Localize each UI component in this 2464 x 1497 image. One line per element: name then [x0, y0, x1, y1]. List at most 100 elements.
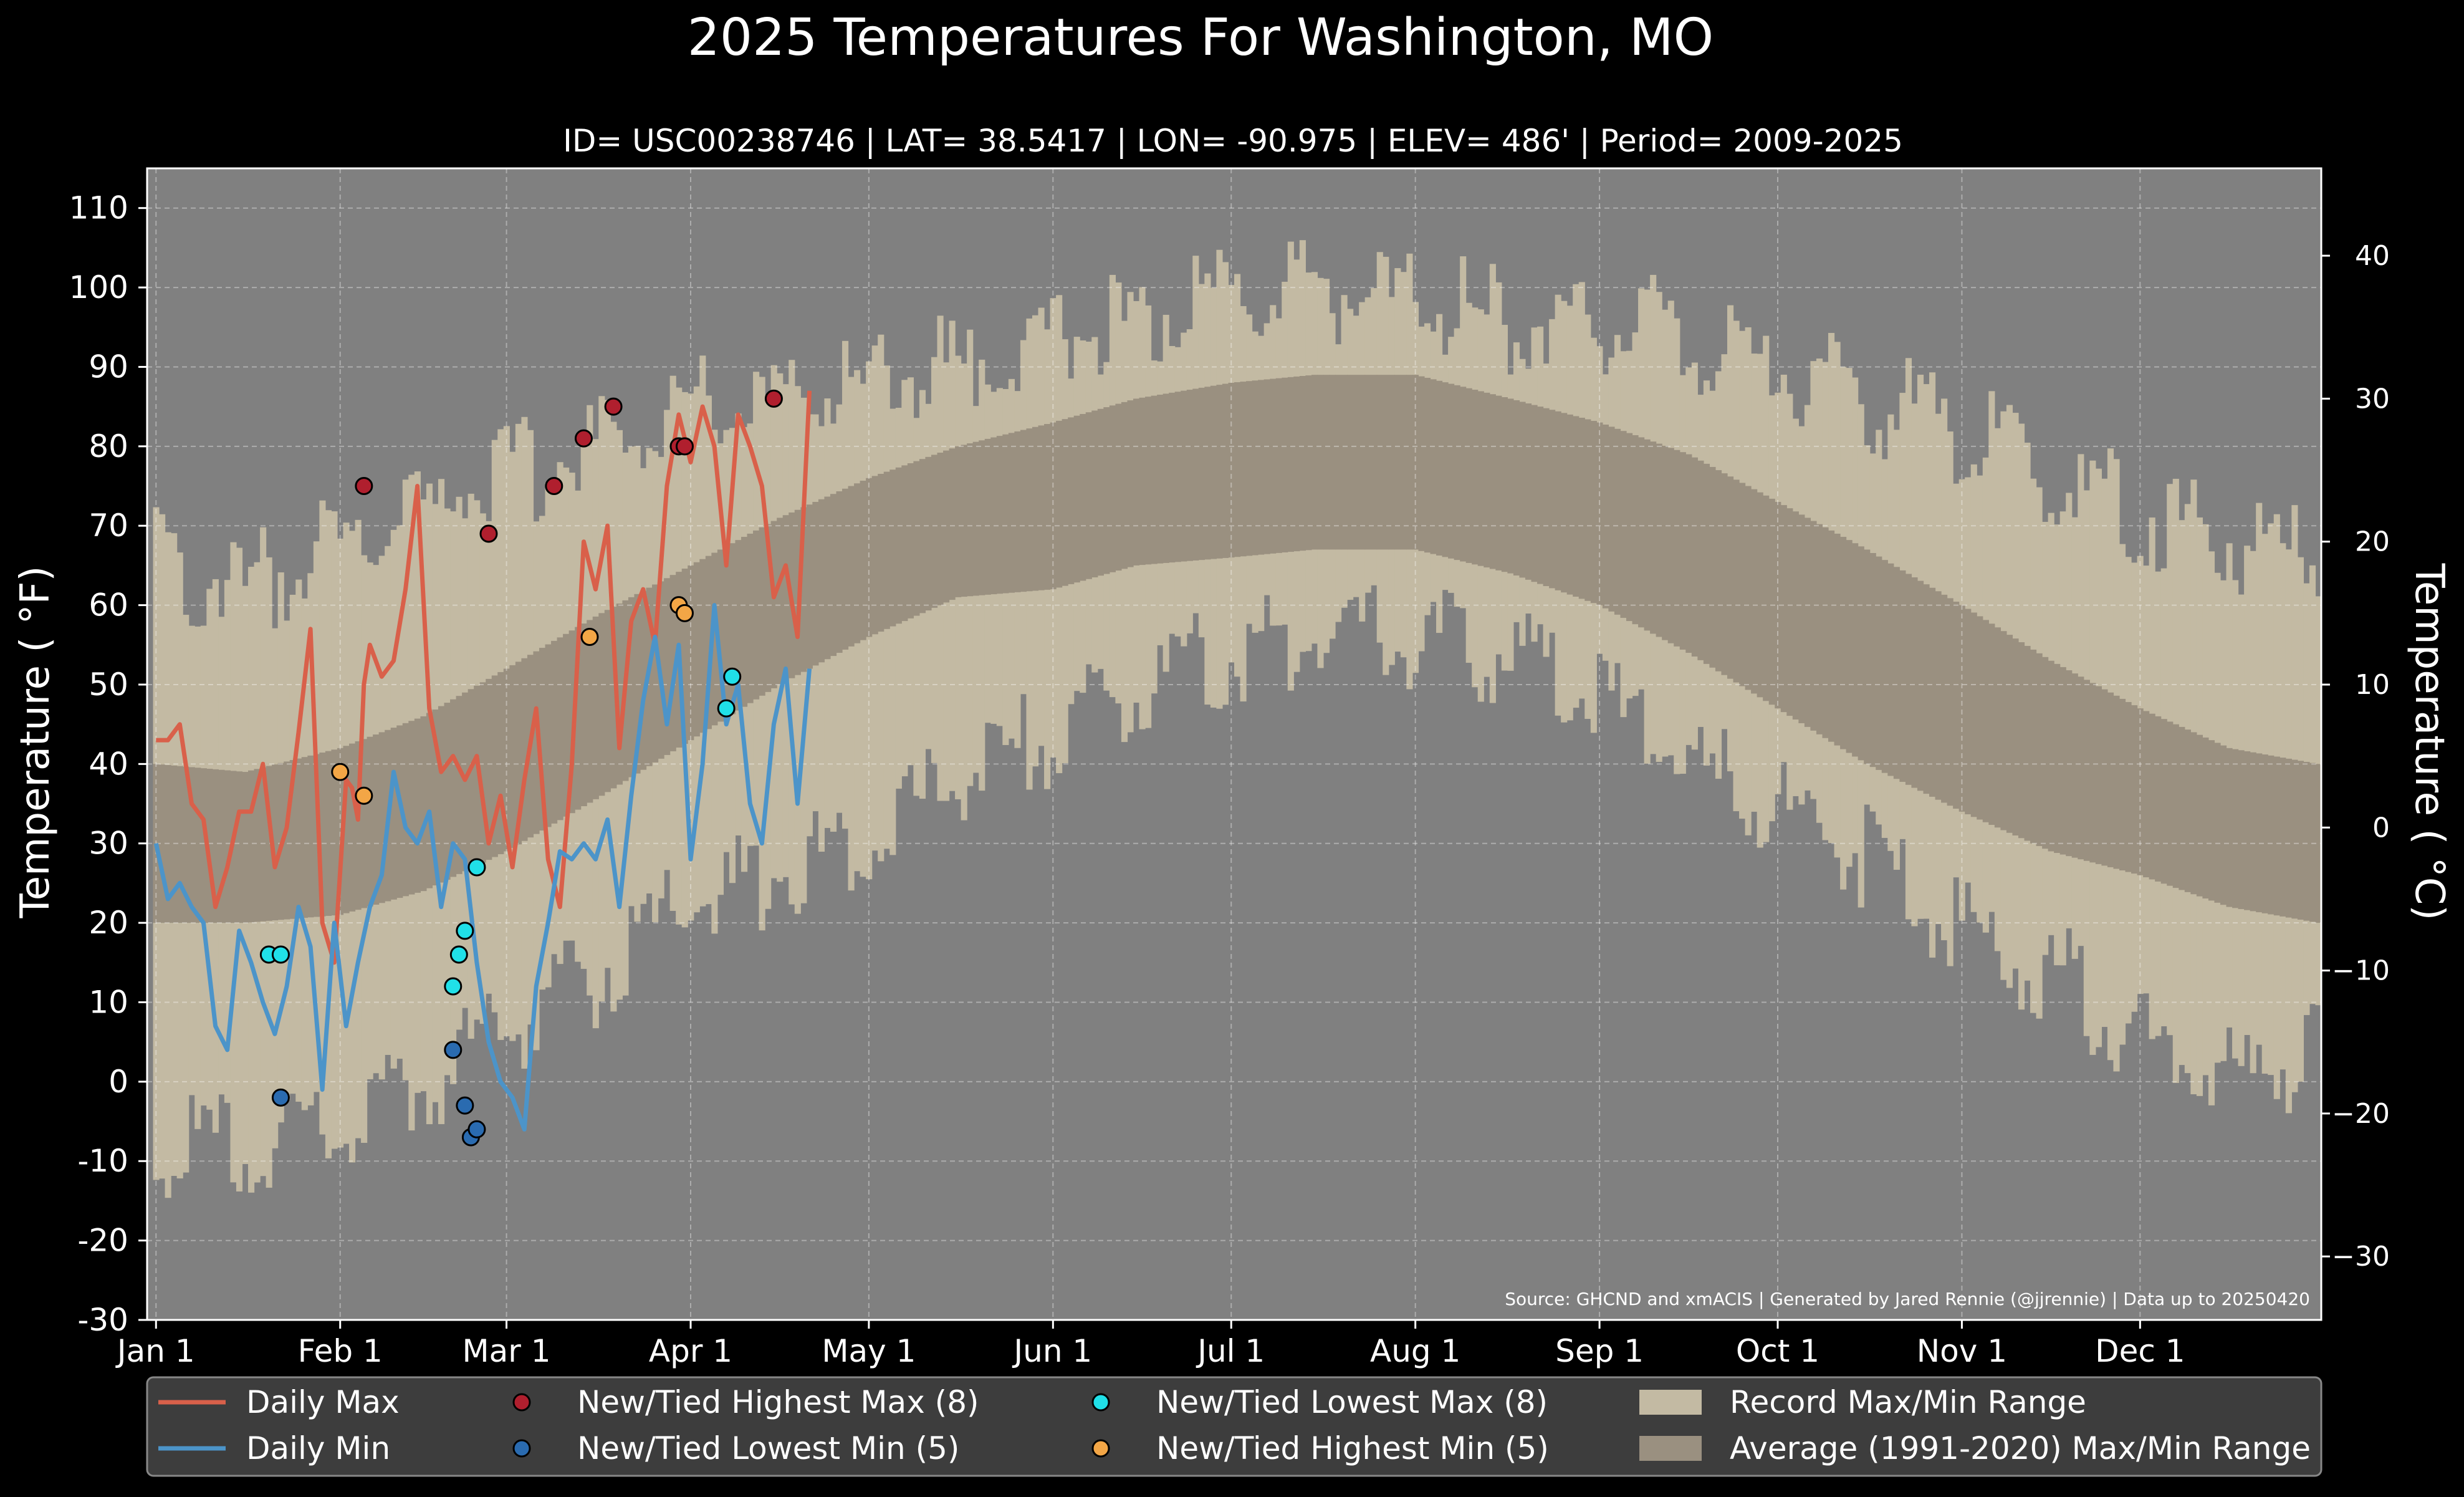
- right-y-tick-label: 40: [2355, 240, 2390, 272]
- average-range-bar: [420, 716, 427, 892]
- average-range-bar: [551, 640, 558, 824]
- average-range-bar: [2113, 695, 2120, 869]
- source-note: Source: GHCND and xmACIS | Generated by …: [1505, 1289, 2310, 1309]
- average-range-bar: [1465, 388, 1472, 563]
- average-range-bar: [836, 491, 843, 653]
- average-range-bar: [806, 504, 813, 669]
- average-range-bar: [598, 613, 605, 796]
- average-range-bar: [402, 723, 409, 897]
- average-range-bar: [1893, 567, 1900, 779]
- average-range-bar: [2000, 631, 2007, 830]
- average-range-bar: [1121, 402, 1128, 569]
- average-range-bar: [1477, 391, 1484, 566]
- average-range-bar: [2285, 758, 2292, 918]
- average-range-bar: [2078, 676, 2084, 860]
- average-range-bar: [2256, 753, 2263, 913]
- average-range-bar: [1715, 470, 1722, 671]
- chart-title: 2025 Temperatures For Washington, MO: [688, 8, 1714, 67]
- average-range-bar: [1080, 413, 1086, 581]
- average-range-bar: [1436, 380, 1443, 556]
- average-range-bar: [1561, 413, 1568, 593]
- average-range-bar: [1442, 382, 1449, 557]
- average-range-bar: [444, 703, 451, 880]
- average-range-bar: [521, 658, 528, 841]
- average-range-bar: [254, 769, 261, 922]
- average-range-bar: [1145, 397, 1152, 565]
- average-range-bar: [693, 562, 700, 737]
- legend-label: New/Tied Lowest Min (5): [577, 1430, 959, 1466]
- average-range-bar: [165, 765, 171, 923]
- average-range-bar: [171, 765, 178, 923]
- average-range-bar: [1371, 375, 1378, 550]
- average-range-bar: [533, 651, 540, 834]
- average-range-bar: [1329, 375, 1336, 550]
- average-range-bar: [2268, 755, 2275, 915]
- y-tick-label: 100: [69, 269, 128, 306]
- average-range-bar: [2107, 692, 2114, 867]
- legend-swatch-dot: [512, 1393, 531, 1412]
- average-range-bar: [1376, 375, 1383, 550]
- average-range-bar: [1258, 380, 1265, 555]
- average-range-bar: [1733, 479, 1740, 683]
- average-range-bar: [396, 725, 403, 898]
- average-range-bar: [919, 459, 926, 614]
- average-range-bar: [1590, 421, 1597, 604]
- average-range-bar: [491, 675, 498, 857]
- average-range-bar: [812, 501, 819, 666]
- average-range-bar: [337, 748, 344, 915]
- right-y-tick-label: 20: [2355, 526, 2390, 558]
- average-range-bar: [1822, 527, 1829, 738]
- average-range-bar: [824, 496, 831, 660]
- average-range-bar: [1341, 375, 1348, 550]
- average-range-bar: [972, 441, 979, 596]
- average-range-bar: [592, 616, 599, 799]
- average-range-bar: [1430, 379, 1437, 554]
- average-range-bar: [652, 584, 659, 763]
- average-range-bar: [2167, 721, 2174, 886]
- legend-swatch-dot: [1091, 1439, 1110, 1458]
- average-range-bar: [1632, 435, 1639, 625]
- average-range-bar: [563, 633, 570, 817]
- average-range-bar: [664, 578, 671, 755]
- average-range-bar: [1198, 387, 1205, 561]
- average-range-bar: [2054, 663, 2061, 854]
- average-range-bar: [515, 662, 522, 845]
- average-range-bar: [1786, 508, 1793, 716]
- x-tick-label: Apr 1: [649, 1333, 732, 1369]
- average-range-bar: [2143, 711, 2150, 878]
- average-range-bar: [777, 517, 784, 685]
- average-range-bar: [2297, 761, 2304, 920]
- average-range-bar: [2155, 716, 2162, 882]
- y-tick-label: 10: [89, 984, 128, 1020]
- average-range-bar: [1174, 392, 1181, 562]
- average-range-bar: [1008, 433, 1015, 593]
- average-range-bar: [194, 768, 201, 923]
- average-range-bar: [414, 718, 421, 893]
- series-line: [156, 390, 812, 965]
- average-range-bar: [1364, 375, 1371, 550]
- average-range-bar: [1697, 460, 1704, 660]
- average-range-bar: [871, 476, 878, 635]
- y-tick-label: 90: [89, 349, 128, 385]
- average-range-bar: [2208, 740, 2215, 901]
- average-range-bar: [1537, 407, 1544, 584]
- x-tick-label: Nov 1: [1917, 1333, 2007, 1369]
- average-range-bar: [1804, 517, 1811, 727]
- average-range-bar: [1757, 492, 1763, 698]
- average-range-bar: [479, 682, 486, 863]
- average-range-bar: [2232, 749, 2239, 908]
- average-range-bar: [770, 521, 777, 688]
- average-range-bar: [1828, 530, 1835, 742]
- average-range-bar: [1876, 556, 1882, 770]
- average-range-bar: [1240, 382, 1247, 557]
- average-range-bar: [1792, 511, 1799, 720]
- average-range-bar: [313, 754, 320, 917]
- average-range-bar: [580, 623, 587, 807]
- average-range-bar: [1222, 383, 1229, 558]
- right-y-tick-label: −10: [2332, 955, 2390, 987]
- average-range-bar: [1566, 414, 1573, 595]
- average-range-bar: [1638, 437, 1645, 628]
- legend-swatch-dot: [512, 1439, 531, 1458]
- average-range-bar: [2315, 764, 2322, 923]
